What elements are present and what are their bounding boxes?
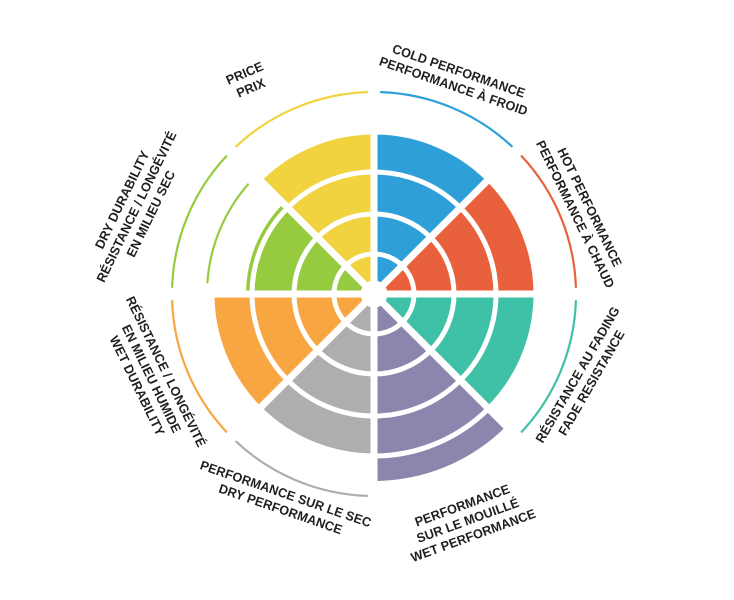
outer-arc-fade-resistance bbox=[520, 299, 577, 433]
outer-arc-wet-durability bbox=[171, 299, 228, 433]
sector-dry-performance-wedge bbox=[258, 294, 374, 457]
sector-spoke bbox=[230, 150, 377, 297]
sector-spoke bbox=[371, 150, 518, 297]
sector-spoke bbox=[230, 291, 377, 438]
max-marker-arc-dry-durability bbox=[206, 183, 250, 284]
sector-wet-performance-wedge bbox=[374, 294, 507, 481]
sector-fade-resistance-wedge bbox=[374, 294, 537, 410]
sector-price-wedge bbox=[258, 131, 374, 294]
sector-hot-performance-wedge bbox=[374, 178, 538, 294]
sector-spoke bbox=[371, 291, 518, 438]
outer-arc-cold-performance bbox=[379, 91, 513, 148]
sector-wet-durability-wedge bbox=[210, 294, 374, 410]
outer-arc-dry-performance bbox=[235, 440, 369, 497]
outer-arc-price bbox=[235, 91, 369, 148]
outer-arc-hot-performance bbox=[520, 155, 577, 289]
sector-cold-performance-wedge bbox=[374, 131, 490, 294]
outer-arc-dry-durability bbox=[171, 155, 228, 289]
